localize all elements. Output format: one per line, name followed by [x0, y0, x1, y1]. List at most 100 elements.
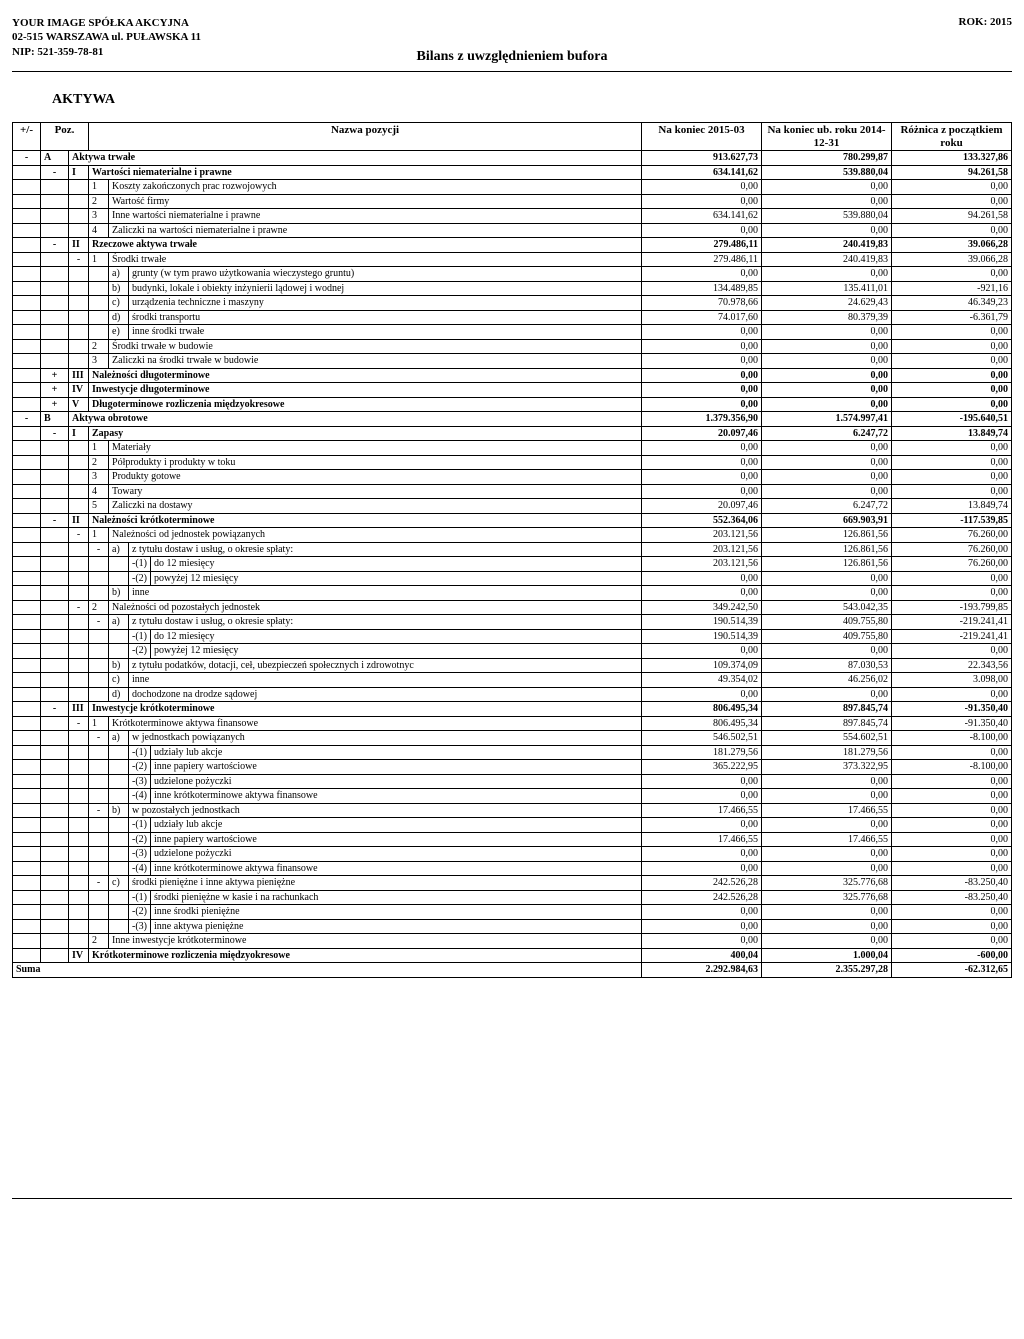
- val3-cell: 0,00: [892, 644, 1012, 659]
- name-cell: Inwestycje krótkoterminowe: [89, 702, 642, 717]
- name-cell: środki pieniężne w kasie i na rachunkach: [151, 890, 642, 905]
- name-cell: do 12 miesięcy: [151, 629, 642, 644]
- val3-cell: 0,00: [892, 905, 1012, 920]
- val2-cell: 669.903,91: [762, 513, 892, 528]
- val3-cell: 76.260,00: [892, 528, 1012, 543]
- name-cell: inne krótkoterminowe aktywa finansowe: [151, 861, 642, 876]
- val2-cell: 0,00: [762, 905, 892, 920]
- table-row: -b)w pozostałych jednostkach17.466,5517.…: [13, 803, 1012, 818]
- val3-cell: -8.100,00: [892, 731, 1012, 746]
- table-body: -AAktywa trwałe913.627,73780.299,87133.3…: [13, 151, 1012, 978]
- pm-cell: [109, 774, 129, 789]
- poz-cell: A: [41, 151, 69, 166]
- val1-cell: 634.141,62: [642, 209, 762, 224]
- val2-cell: 0,00: [762, 571, 892, 586]
- pm-cell: -: [89, 542, 109, 557]
- name-cell: Zapasy: [89, 426, 642, 441]
- pm-cell: -: [69, 600, 89, 615]
- name-cell: Należności krótkoterminowe: [89, 513, 642, 528]
- val2-cell: 17.466,55: [762, 803, 892, 818]
- poz-cell: c): [109, 296, 129, 311]
- pm-cell: [109, 760, 129, 775]
- table-row: 1Materiały0,000,000,00: [13, 441, 1012, 456]
- name-cell: inne krótkoterminowe aktywa finansowe: [151, 789, 642, 804]
- val1-cell: 400,04: [642, 948, 762, 963]
- val3-cell: 39.066,28: [892, 252, 1012, 267]
- name-cell: udzielone pożyczki: [151, 774, 642, 789]
- val2-cell: 0,00: [762, 774, 892, 789]
- val2-cell: 6.247,72: [762, 426, 892, 441]
- val2-cell: 0,00: [762, 789, 892, 804]
- val3-cell: 0,00: [892, 803, 1012, 818]
- poz-cell: 2: [89, 600, 109, 615]
- name-cell: Produkty gotowe: [109, 470, 642, 485]
- table-row: -(2)powyżej 12 miesięcy0,000,000,00: [13, 571, 1012, 586]
- val2-cell: 780.299,87: [762, 151, 892, 166]
- val1-cell: 242.526,28: [642, 876, 762, 891]
- val1-cell: 203.121,56: [642, 557, 762, 572]
- pm-cell: [69, 209, 89, 224]
- val2-cell: 240.419,83: [762, 252, 892, 267]
- val3-cell: 13.849,74: [892, 499, 1012, 514]
- name-cell: do 12 miesięcy: [151, 557, 642, 572]
- company-info: YOUR IMAGE SPÓŁKA AKCYJNA 02-515 WARSZAW…: [12, 16, 201, 59]
- pm-cell: [69, 354, 89, 369]
- poz-cell: -(1): [129, 629, 151, 644]
- val2-cell: 0,00: [762, 847, 892, 862]
- pm-cell: [89, 296, 109, 311]
- poz-cell: III: [69, 368, 89, 383]
- table-row: -c)środki pieniężne i inne aktywa pienię…: [13, 876, 1012, 891]
- val1-cell: 0,00: [642, 586, 762, 601]
- table-row: 2Półprodukty i produkty w toku0,000,000,…: [13, 455, 1012, 470]
- val3-cell: 0,00: [892, 383, 1012, 398]
- poz-cell: -(2): [129, 571, 151, 586]
- table-row: 4Zaliczki na wartości niematerialne i pr…: [13, 223, 1012, 238]
- table-row: -IIRzeczowe aktywa trwałe279.486,11240.4…: [13, 238, 1012, 253]
- pm-cell: -: [41, 238, 69, 253]
- table-row: -a)z tytułu dostaw i usług, o okresie sp…: [13, 542, 1012, 557]
- val3-cell: 22.343,56: [892, 658, 1012, 673]
- name-cell: inne środki trwałe: [129, 325, 642, 340]
- val3-cell: 0,00: [892, 571, 1012, 586]
- name-cell: inne środki pieniężne: [151, 905, 642, 920]
- poz-cell: c): [109, 876, 129, 891]
- val2-cell: 24.629,43: [762, 296, 892, 311]
- poz-cell: a): [109, 731, 129, 746]
- name-cell: inne: [129, 673, 642, 688]
- th-col3: Różnica z początkiem roku: [892, 122, 1012, 150]
- poz-cell: 3: [89, 354, 109, 369]
- val1-cell: 109.374,09: [642, 658, 762, 673]
- name-cell: Wartości niematerialne i prawne: [89, 165, 642, 180]
- pm-cell: [69, 339, 89, 354]
- val1-cell: 279.486,11: [642, 238, 762, 253]
- table-row: +VDługoterminowe rozliczenia międzyokres…: [13, 397, 1012, 412]
- val1-cell: 0,00: [642, 861, 762, 876]
- th-col1: Na koniec 2015-03: [642, 122, 762, 150]
- poz-cell: 5: [89, 499, 109, 514]
- th-col2: Na koniec ub. roku 2014-12-31: [762, 122, 892, 150]
- val2-cell: 325.776,68: [762, 890, 892, 905]
- sum-row: Suma2.292.984,632.355.297,28-62.312,65: [13, 963, 1012, 978]
- name-cell: Aktywa obrotowe: [69, 412, 642, 427]
- pm-cell: -: [89, 615, 109, 630]
- poz-cell: 4: [89, 223, 109, 238]
- table-row: -(3)udzielone pożyczki0,000,000,00: [13, 847, 1012, 862]
- pm-cell: +: [41, 383, 69, 398]
- val1-cell: 0,00: [642, 818, 762, 833]
- poz-cell: -(3): [129, 919, 151, 934]
- val1-cell: 242.526,28: [642, 890, 762, 905]
- poz-cell: -(4): [129, 789, 151, 804]
- val2-cell: 0,00: [762, 644, 892, 659]
- val1-cell: 279.486,11: [642, 252, 762, 267]
- poz-cell: a): [109, 267, 129, 282]
- val1-cell: 0,00: [642, 354, 762, 369]
- val1-cell: 0,00: [642, 687, 762, 702]
- table-head: +/- Poz. Nazwa pozycji Na koniec 2015-03…: [13, 122, 1012, 150]
- val3-cell: -921,16: [892, 281, 1012, 296]
- val3-cell: 0,00: [892, 180, 1012, 195]
- poz-cell: d): [109, 687, 129, 702]
- table-row: b)z tytułu podatków, dotacji, ceł, ubezp…: [13, 658, 1012, 673]
- val3-cell: 3.098,00: [892, 673, 1012, 688]
- table-row: 3Produkty gotowe0,000,000,00: [13, 470, 1012, 485]
- val1-cell: 0,00: [642, 223, 762, 238]
